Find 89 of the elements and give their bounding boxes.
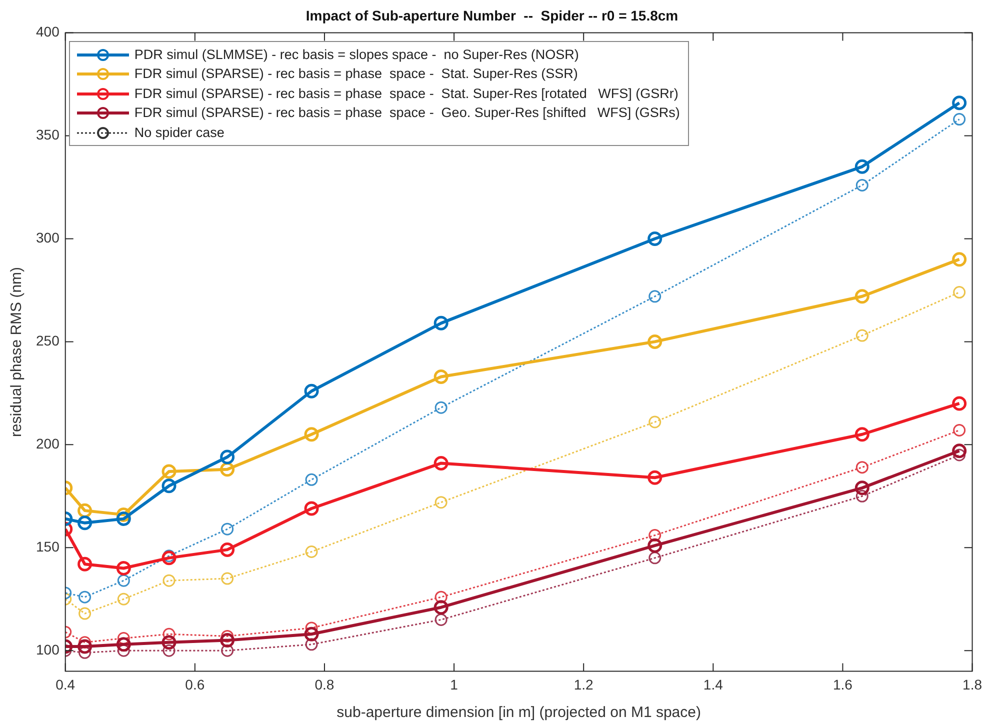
point [220, 633, 235, 648]
point [304, 427, 319, 442]
point [305, 638, 318, 651]
point [434, 496, 448, 509]
point [434, 613, 448, 626]
point [648, 334, 662, 349]
point [434, 456, 448, 470]
point [305, 622, 318, 634]
point [78, 556, 92, 572]
point [953, 424, 966, 437]
point [116, 512, 131, 526]
point [305, 473, 318, 486]
point [78, 516, 92, 530]
point [117, 632, 130, 644]
point [221, 572, 234, 585]
legend-label: FDR simul (SPARSE) - rec basis = phase space - Stat. Super-Res (SSR) [134, 65, 578, 84]
point [434, 316, 448, 330]
legend-label: FDR simul (SPARSE) - rec basis = phase space - Stat. Super-Res [rotated WFS] (GSRr) [134, 84, 678, 103]
point [162, 478, 176, 494]
point [162, 644, 176, 657]
point [953, 113, 966, 126]
point [162, 635, 176, 650]
point [648, 529, 662, 542]
point [953, 286, 966, 299]
point [304, 384, 319, 398]
point [304, 626, 319, 642]
point [117, 574, 130, 587]
point [856, 461, 868, 474]
point [162, 574, 176, 587]
point [434, 590, 448, 604]
x-tick-label: 1.6 [832, 676, 853, 692]
point [648, 231, 662, 246]
y-tick-label: 100 [36, 641, 60, 658]
y-tick-label: 250 [36, 332, 60, 349]
point [78, 639, 92, 654]
point [78, 607, 92, 620]
y-tick-label: 150 [36, 538, 60, 554]
point [434, 369, 448, 384]
point [952, 252, 967, 267]
point [648, 290, 662, 303]
point [117, 644, 130, 657]
y-tick-label: 200 [36, 436, 60, 452]
point [854, 480, 870, 496]
point [78, 590, 92, 604]
x-tick-label: 0.4 [56, 676, 76, 692]
point [434, 600, 448, 615]
x-tick-label: 1.2 [574, 676, 594, 692]
legend-label: FDR simul (SPARSE) - rec basis = phase space - Geo. Super-Res [shifted WFS] (GSRs) [134, 104, 680, 122]
point [648, 470, 662, 485]
x-tick-label: 0.6 [185, 676, 205, 692]
point [648, 552, 662, 564]
point [220, 450, 235, 464]
x-tick-label: 1 [450, 676, 458, 692]
point [953, 448, 966, 462]
y-tick-label: 400 [36, 24, 60, 40]
point [162, 550, 176, 566]
point [221, 644, 234, 657]
x-tick-label: 1.8 [962, 676, 982, 692]
point [854, 289, 870, 304]
point [78, 646, 92, 659]
point [952, 444, 967, 458]
point [434, 401, 448, 414]
x-tick-label: 0.8 [314, 676, 334, 692]
y-tick-label: 300 [36, 230, 60, 246]
chart-title: Impact of Sub-aperture Number -- Spider -- r0 = 15.8cm [306, 7, 678, 24]
point [220, 542, 235, 557]
point [305, 546, 318, 558]
point [117, 592, 130, 606]
y-axis-title: residual phase RMS (nm) [8, 266, 26, 438]
point [952, 396, 967, 411]
legend-label: No spider case [134, 124, 224, 142]
legend-label: PDR simul (SLMMSE) - rec basis = slopes space - no Super-Res (NOSR) [134, 46, 579, 64]
point [856, 329, 868, 342]
point [116, 560, 131, 576]
point [854, 427, 870, 442]
point [648, 538, 662, 553]
point [304, 501, 319, 516]
point [854, 159, 870, 174]
point [221, 522, 234, 536]
x-axis-title: sub-aperture dimension [in m] (projected on M1 space) [336, 704, 701, 722]
point [116, 637, 131, 652]
y-tick-label: 350 [36, 126, 60, 143]
point [856, 490, 868, 502]
point [856, 178, 868, 192]
point [952, 96, 967, 110]
point [648, 416, 662, 428]
point [162, 628, 176, 640]
point [162, 464, 176, 479]
x-tick-label: 1.4 [703, 676, 724, 692]
